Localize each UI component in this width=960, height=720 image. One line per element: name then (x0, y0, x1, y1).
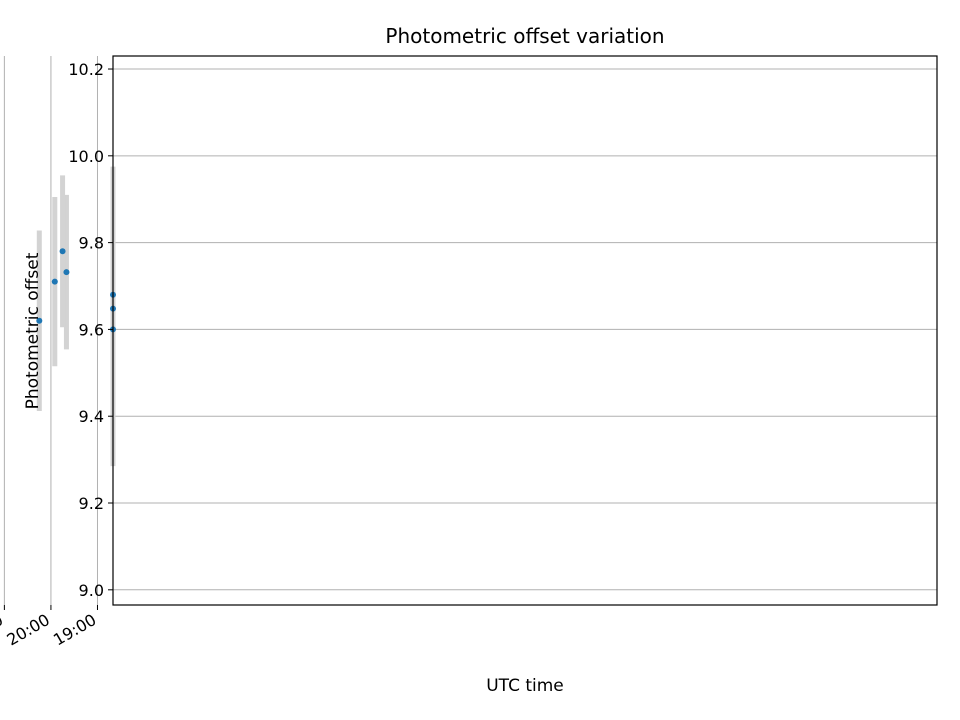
y-tick-label: 9.6 (79, 320, 104, 339)
plot-frame (112, 55, 938, 606)
y-tick-label: 9.0 (79, 581, 104, 600)
y-tick-label: 9.8 (79, 234, 104, 253)
data-point (51, 278, 58, 285)
y-tick-label: 10.2 (68, 60, 104, 79)
data-point (59, 248, 66, 255)
data-points (36, 248, 116, 333)
chart-title: Photometric offset variation (385, 24, 664, 48)
data-point (63, 269, 70, 276)
x-axis-label: UTC time (486, 676, 564, 696)
grid (3, 56, 937, 605)
y-axis-label: Photometric offset (23, 252, 43, 409)
y-tick-label: 9.2 (79, 494, 104, 513)
y-axis-ticks: 9.0 9.2 9.4 9.6 9.8 10.0 10.2 (68, 60, 113, 600)
data-point (36, 317, 43, 324)
y-tick-label: 9.4 (79, 407, 104, 426)
y-tick-label: 10.0 (68, 147, 104, 166)
